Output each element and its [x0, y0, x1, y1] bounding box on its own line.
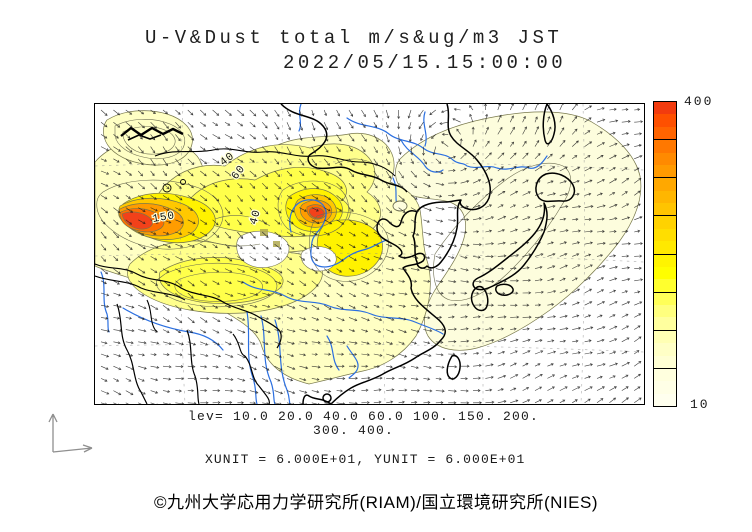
contour-levels-text-2: 300. 400. [313, 423, 395, 438]
credit-text: ©九州大学応用力学研究所(RIAM)/国立環境研究所(NIES) [153, 493, 599, 512]
axis-arrows [48, 413, 93, 453]
colorbar-segment [654, 317, 676, 330]
contour-levels-text: lev= 10.0 20.0 40.0 60.0 100. 150. 200. [188, 409, 540, 424]
colorbar-segment [654, 177, 676, 191]
colorbar-segment [654, 367, 676, 382]
colorbar-segment [654, 114, 676, 127]
colorbar-min-label: 10 [690, 397, 710, 412]
graticule [95, 104, 644, 404]
colorbar-segment [654, 291, 676, 305]
colorbar-segment [654, 355, 676, 368]
colorbar-segment [654, 279, 676, 292]
unit-scale-text: XUNIT = 6.000E+01, YUNIT = 6.000E+01 [205, 452, 526, 467]
colorbar-segment [654, 266, 676, 280]
low-value-holes [236, 229, 337, 272]
colorbar-segment [654, 139, 676, 153]
colorbar-segment [654, 152, 676, 165]
colorbar-segment [654, 102, 676, 115]
colorbar-segment [654, 228, 676, 242]
contour-label: 150 [152, 210, 177, 226]
figure-datetime: 2022/05/15.15:00:00 [283, 52, 567, 74]
colorbar-segment [654, 343, 676, 356]
colorbar-segment [654, 329, 676, 344]
colorbar-segment [654, 164, 676, 178]
figure-title: U-V&Dust total m/s&ug/m3 JST [145, 27, 563, 49]
colorbar-segment [654, 305, 676, 318]
colorbar-segment [654, 203, 676, 216]
colorbar [653, 101, 677, 407]
map-panel: 40 60 150 40 [94, 103, 645, 405]
colorbar-segment [654, 190, 676, 203]
colorbar-segment [654, 126, 676, 140]
axis-indicator [48, 413, 93, 453]
colorbar-max-label: 400 [684, 94, 714, 109]
wind-vector-field [100, 104, 644, 404]
colorbar-segment [654, 253, 676, 267]
colorbar-segment [654, 241, 676, 254]
rivers [100, 104, 548, 404]
colorbar-segment [654, 393, 676, 406]
contour-label: 40 [248, 208, 264, 226]
colorbar-segment [654, 215, 676, 229]
colorbar-segment [654, 381, 676, 394]
